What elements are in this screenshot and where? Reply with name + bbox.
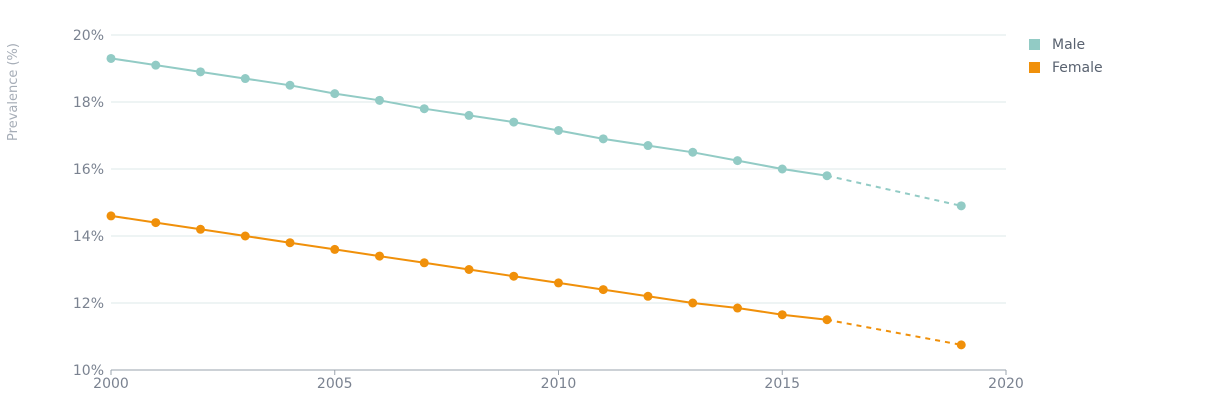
y-tick-label: 18% bbox=[73, 95, 104, 111]
legend-item-female[interactable]: Female bbox=[1029, 56, 1103, 79]
projection-point-female[interactable] bbox=[956, 340, 966, 350]
x-tick-label: 2010 bbox=[541, 376, 577, 392]
data-point-male[interactable] bbox=[822, 171, 832, 181]
data-point-male[interactable] bbox=[419, 104, 429, 114]
x-tick-label: 2005 bbox=[317, 376, 353, 392]
projection-point-male[interactable] bbox=[956, 201, 966, 211]
data-point-female[interactable] bbox=[285, 238, 295, 248]
y-axis-title: Prevalence (%) bbox=[6, 43, 21, 141]
y-tick-label: 16% bbox=[73, 162, 104, 178]
grid-lines bbox=[111, 34, 1006, 371]
series-male bbox=[106, 53, 966, 211]
data-point-female[interactable] bbox=[419, 258, 429, 268]
y-tick-label: 14% bbox=[73, 229, 104, 245]
data-point-female[interactable] bbox=[196, 224, 205, 234]
legend-label-male: Male bbox=[1052, 36, 1086, 53]
data-point-male[interactable] bbox=[375, 95, 384, 105]
legend-label-female: Female bbox=[1052, 59, 1103, 76]
data-point-male[interactable] bbox=[643, 141, 653, 151]
series-female bbox=[106, 211, 966, 350]
data-point-male[interactable] bbox=[598, 134, 608, 144]
data-point-female[interactable] bbox=[240, 231, 250, 241]
y-tick-label: 10% bbox=[73, 363, 104, 379]
data-point-female[interactable] bbox=[643, 291, 653, 301]
y-tick-label: 20% bbox=[73, 28, 104, 44]
data-point-female[interactable] bbox=[733, 303, 742, 313]
x-tick-label: 2015 bbox=[764, 376, 800, 392]
data-point-male[interactable] bbox=[688, 147, 698, 157]
data-point-female[interactable] bbox=[598, 285, 608, 295]
y-tick-label: 12% bbox=[73, 296, 104, 312]
data-point-male[interactable] bbox=[330, 89, 340, 99]
data-point-female[interactable] bbox=[464, 265, 474, 274]
data-point-female[interactable] bbox=[777, 310, 787, 320]
data-point-male[interactable] bbox=[554, 125, 563, 135]
data-point-male[interactable] bbox=[196, 67, 205, 77]
data-point-male[interactable] bbox=[106, 53, 116, 63]
data-point-male[interactable] bbox=[240, 74, 250, 84]
data-point-male[interactable] bbox=[151, 60, 161, 70]
data-point-female[interactable] bbox=[330, 244, 340, 254]
data-point-male[interactable] bbox=[285, 80, 295, 90]
projection-line-male bbox=[826, 174, 962, 207]
legend-item-male[interactable]: Male bbox=[1029, 33, 1103, 56]
data-point-female[interactable] bbox=[688, 298, 698, 308]
data-point-female[interactable] bbox=[106, 211, 116, 221]
data-point-female[interactable] bbox=[151, 218, 161, 228]
x-tick-label: 2020 bbox=[988, 376, 1024, 392]
data-point-male[interactable] bbox=[733, 156, 742, 166]
data-point-female[interactable] bbox=[375, 251, 384, 261]
legend: Male Female bbox=[1029, 33, 1103, 79]
data-point-male[interactable] bbox=[777, 164, 787, 174]
series-layer bbox=[106, 53, 966, 350]
data-point-female[interactable] bbox=[822, 315, 832, 325]
data-point-male[interactable] bbox=[464, 110, 474, 120]
legend-swatch-female bbox=[1029, 62, 1040, 73]
y-axis-ticks: 10% 12% 14% 16% 18% 20% bbox=[73, 28, 104, 379]
projection-line-female bbox=[826, 318, 962, 346]
x-axis-ticks: 2000 2005 2010 2015 2020 bbox=[93, 370, 1024, 392]
data-point-female[interactable] bbox=[554, 278, 563, 288]
data-point-female[interactable] bbox=[509, 271, 519, 281]
data-point-male[interactable] bbox=[509, 117, 519, 127]
legend-swatch-male bbox=[1029, 39, 1040, 50]
x-tick-label: 2000 bbox=[93, 376, 129, 392]
